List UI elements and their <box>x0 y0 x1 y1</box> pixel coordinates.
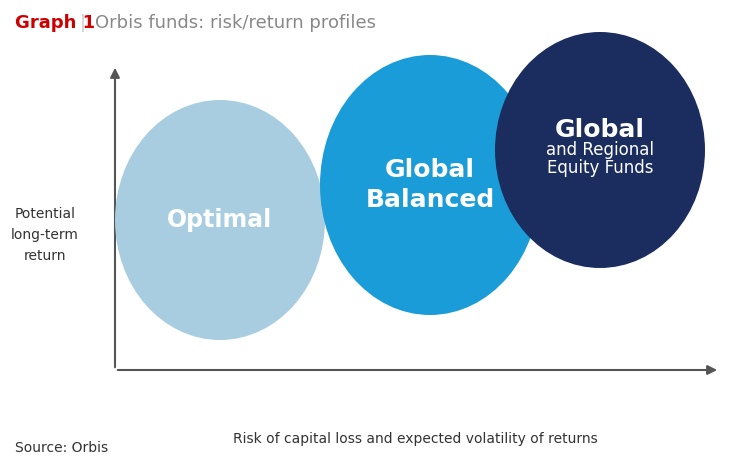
Ellipse shape <box>495 32 705 268</box>
Text: Source: Orbis: Source: Orbis <box>15 441 108 455</box>
Text: Risk of capital loss and expected volatility of returns: Risk of capital loss and expected volati… <box>232 432 597 446</box>
Text: Graph 1: Graph 1 <box>15 14 95 32</box>
Text: Potential
long-term
return: Potential long-term return <box>11 207 79 262</box>
Ellipse shape <box>115 100 325 340</box>
Text: Orbis funds: risk/return profiles: Orbis funds: risk/return profiles <box>95 14 376 32</box>
Text: Global: Global <box>555 118 645 142</box>
Text: |: | <box>80 14 86 32</box>
Ellipse shape <box>320 55 540 315</box>
Text: Global: Global <box>385 158 475 182</box>
Text: Balanced: Balanced <box>365 188 495 212</box>
Text: and Regional: and Regional <box>546 141 654 159</box>
Text: Optimal: Optimal <box>167 208 273 232</box>
Text: Equity Funds: Equity Funds <box>547 159 653 177</box>
